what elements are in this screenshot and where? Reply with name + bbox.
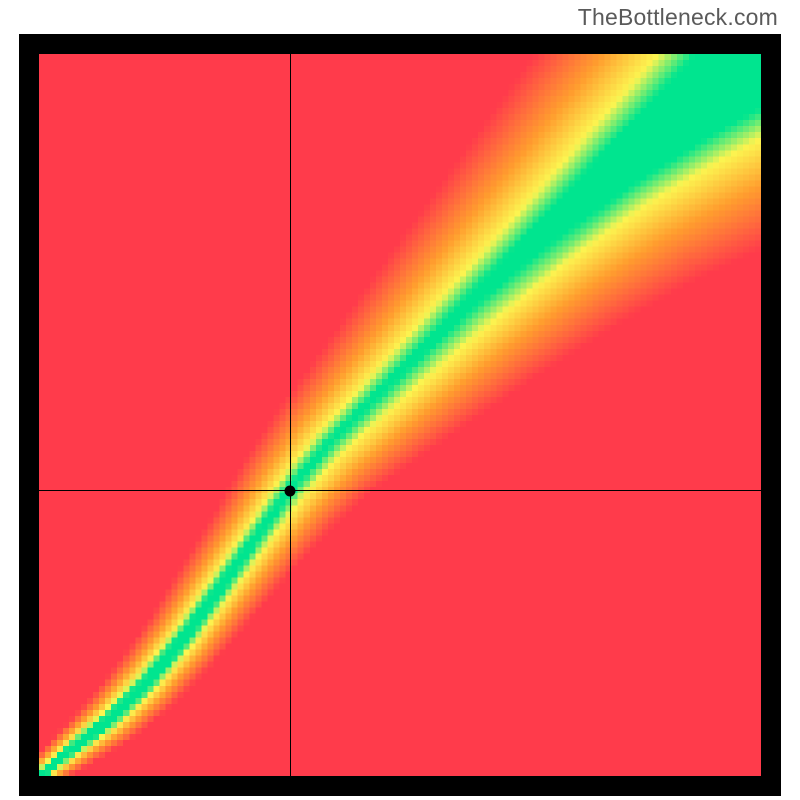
heatmap-frame (19, 34, 781, 796)
crosshair-vertical (290, 54, 291, 776)
crosshair-horizontal (39, 490, 761, 491)
bottleneck-heatmap (39, 54, 761, 776)
watermark-text: TheBottleneck.com (578, 4, 778, 31)
crosshair-marker (285, 485, 296, 496)
